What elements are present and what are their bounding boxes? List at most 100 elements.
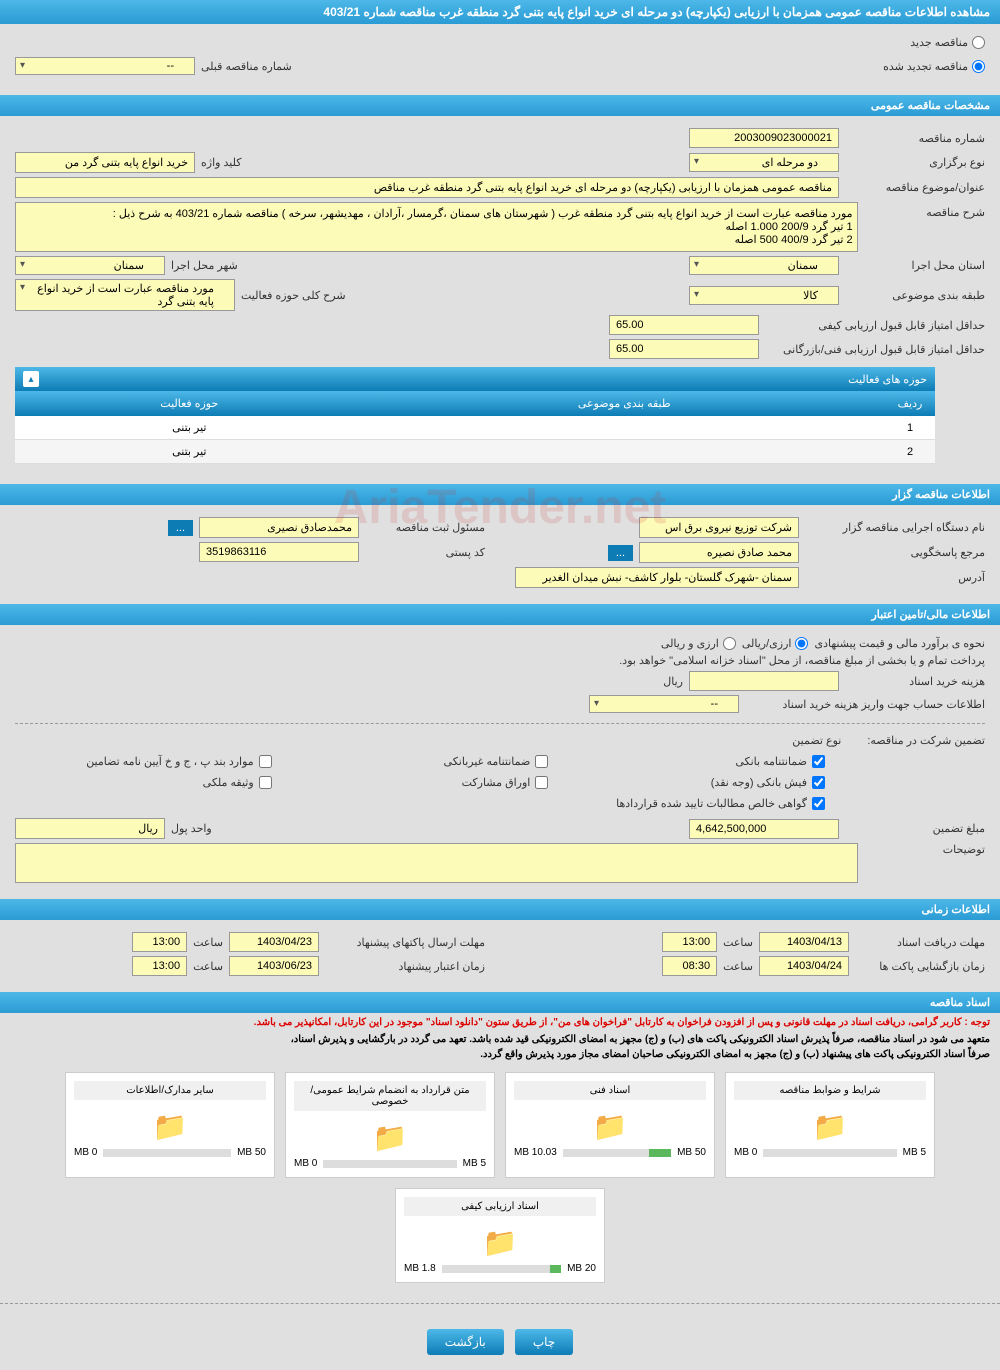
activity-table-header: حوزه های فعالیت ▴	[15, 367, 935, 391]
doc-note-3: صرفاً اسناد الکترونیکی پاکت های پیشنهاد …	[0, 1047, 1000, 1062]
print-button[interactable]: چاپ	[515, 1329, 573, 1355]
section-financial: اطلاعات مالی/تامین اعتبار	[0, 604, 1000, 625]
g-bylaw-check[interactable]	[259, 755, 272, 768]
hour-label-4: ساعت	[193, 960, 223, 973]
g-claims-check[interactable]	[812, 797, 825, 810]
account-select[interactable]: --	[589, 695, 739, 713]
doc-total: 20 MB	[567, 1263, 596, 1274]
cell-area: تیر بتنی	[15, 440, 364, 464]
cell-n: 1	[885, 416, 935, 440]
doc-total: 5 MB	[463, 1158, 486, 1169]
contact-more-button[interactable]: ...	[608, 545, 633, 561]
subject-field[interactable]: مناقصه عمومی همزمان با ارزیابی (یکپارچه)…	[15, 177, 839, 198]
doc-card[interactable]: اسناد ارزیابی کیفی 📁 20 MB 1.8 MB	[395, 1188, 605, 1283]
separator	[15, 723, 985, 724]
tech-score-field[interactable]: 65.00	[609, 339, 759, 359]
keyword-field[interactable]: خرید انواع پایه بتنی گرد من	[15, 152, 195, 173]
amount-field[interactable]: 4,642,500,000	[689, 819, 839, 839]
keyword-label: کلید واژه	[201, 156, 241, 169]
address-label: آدرس	[805, 571, 985, 584]
receive-hour[interactable]: 13:00	[662, 932, 717, 952]
send-label: مهلت ارسال پاکتهای پیشنهاد	[325, 936, 485, 949]
doc-title: اسناد فنی	[514, 1081, 706, 1100]
type-select[interactable]: دو مرحله ای	[689, 153, 839, 172]
currency-radio[interactable]	[723, 637, 736, 650]
doc-title: شرایط و ضوابط مناقصه	[734, 1081, 926, 1100]
receive-date[interactable]: 1403/04/13	[759, 932, 849, 952]
doc-note-2: متعهد می شود در اسناد مناقصه، صرفاً پذیر…	[0, 1032, 1000, 1047]
doc-card[interactable]: اسناد فنی 📁 50 MB 10.03 MB	[505, 1072, 715, 1178]
province-select[interactable]: سمنان	[689, 256, 839, 275]
rial-label: ارزی/ریالی	[742, 637, 792, 650]
back-button[interactable]: بازگشت	[427, 1329, 504, 1355]
category-select[interactable]: کالا	[689, 286, 839, 305]
notes-textarea[interactable]	[15, 843, 858, 883]
new-tender-radio[interactable]	[972, 36, 985, 49]
postal-field: 3519863116	[199, 542, 359, 562]
doc-card[interactable]: سایر مدارک/اطلاعات 📁 50 MB 0 MB	[65, 1072, 275, 1178]
g-securities-label: اوراق مشارکت	[462, 776, 531, 789]
hour-label-3: ساعت	[193, 936, 223, 949]
doc-used: 0 MB	[294, 1158, 317, 1169]
cell-cat	[364, 416, 885, 440]
validity-date[interactable]: 1403/06/23	[229, 956, 319, 976]
doc-card[interactable]: متن قرارداد به انضمام شرایط عمومی/خصوصی …	[285, 1072, 495, 1178]
desc-textarea[interactable]: مورد مناقصه عبارت است از خرید انواع پایه…	[15, 202, 858, 252]
hour-label-2: ساعت	[723, 960, 753, 973]
postal-label: کد پستی	[365, 546, 485, 559]
activity-desc-label: شرح کلی حوزه فعالیت	[241, 289, 346, 302]
prev-tender-select[interactable]: --	[15, 57, 195, 75]
doc-fee-label: هزینه خرید اسناد	[845, 675, 985, 688]
org-field: شرکت توزیع نیروی برق اس	[639, 517, 799, 538]
open-date[interactable]: 1403/04/24	[759, 956, 849, 976]
activity-table-title: حوزه های فعالیت	[848, 373, 927, 386]
g-bank-check[interactable]	[812, 755, 825, 768]
doc-card[interactable]: شرایط و ضوابط مناقصه 📁 5 MB 0 MB	[725, 1072, 935, 1178]
tech-score-label: حداقل امتیاز قابل قبول ارزیابی فنی/بازرگ…	[765, 343, 985, 356]
quality-score-field[interactable]: 65.00	[609, 315, 759, 335]
currency-label: ارزی و ریالی	[661, 637, 719, 650]
renewed-tender-radio[interactable]	[972, 60, 985, 73]
responsible-more-button[interactable]: ...	[168, 520, 193, 536]
send-hour[interactable]: 13:00	[132, 932, 187, 952]
cell-cat	[364, 440, 885, 464]
validity-hour[interactable]: 13:00	[132, 956, 187, 976]
city-label: شهر محل اجرا	[171, 259, 238, 272]
receive-label: مهلت دریافت اسناد	[855, 936, 985, 949]
city-select[interactable]: سمنان	[15, 256, 165, 275]
g-cash-label: فیش بانکی (وجه نقد)	[711, 776, 807, 789]
address-field: سمنان -شهرک گلستان- بلوار کاشف- نبش میدا…	[515, 567, 799, 588]
province-label: استان محل اجرا	[845, 259, 985, 272]
section-documents: اسناد مناقصه	[0, 992, 1000, 1013]
table-row: 2 تیر بتنی	[15, 440, 935, 464]
doc-total: 50 MB	[237, 1147, 266, 1158]
g-property-check[interactable]	[259, 776, 272, 789]
doc-used: 0 MB	[74, 1147, 97, 1158]
unit-label: واحد پول	[171, 822, 212, 835]
folder-icon: 📁	[483, 1226, 518, 1259]
page-title: مشاهده اطلاعات مناقصه عمومی همزمان با ار…	[0, 0, 1000, 24]
doc-grid: شرایط و ضوابط مناقصه 📁 5 MB 0 MB اسناد ف…	[0, 1062, 1000, 1293]
g-property-label: وثیقه ملکی	[203, 776, 254, 789]
section-time: اطلاعات زمانی	[0, 899, 1000, 920]
table-row: 1 تیر بتنی	[15, 416, 935, 440]
doc-total: 50 MB	[677, 1147, 706, 1158]
g-cash-check[interactable]	[812, 776, 825, 789]
folder-icon: 📁	[373, 1121, 408, 1154]
send-date[interactable]: 1403/04/23	[229, 932, 319, 952]
g-bylaw-label: موارد بند پ ، ج و خ آیین نامه تضامین	[86, 755, 253, 768]
folder-icon: 📁	[593, 1110, 628, 1143]
g-nonbank-check[interactable]	[535, 755, 548, 768]
g-securities-check[interactable]	[535, 776, 548, 789]
activity-desc-select[interactable]: مورد مناقصه عبارت است از خرید انواع پایه…	[15, 279, 235, 311]
open-hour[interactable]: 08:30	[662, 956, 717, 976]
rial-radio[interactable]	[795, 637, 808, 650]
cell-area: تیر بتنی	[15, 416, 364, 440]
folder-icon: 📁	[813, 1110, 848, 1143]
contact-field: محمد صادق نصیره	[639, 542, 799, 563]
doc-fee-field[interactable]	[689, 671, 839, 691]
doc-fee-unit: ریال	[663, 675, 683, 688]
account-label: اطلاعات حساب جهت واریز هزینه خرید اسناد	[745, 698, 985, 711]
activity-table: ردیف طبقه بندی موضوعی حوزه فعالیت 1 تیر …	[15, 391, 935, 464]
collapse-icon[interactable]: ▴	[23, 371, 39, 387]
